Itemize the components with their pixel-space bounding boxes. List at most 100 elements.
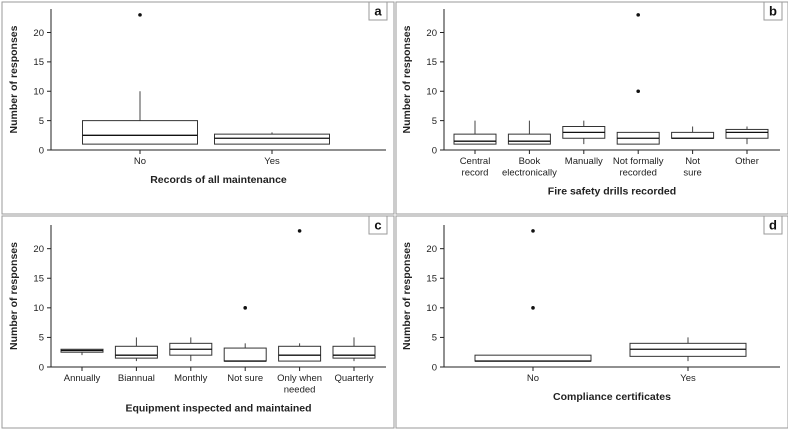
y-tick-label: 20	[33, 28, 44, 39]
box-1: No	[474, 229, 592, 384]
box-iqr	[214, 133, 330, 145]
box-3: Monthly	[169, 337, 213, 384]
box-2: Biannual	[114, 337, 158, 384]
box-2: Yes	[214, 132, 330, 167]
x-tick-label: Other	[735, 156, 759, 167]
box-1: No	[82, 13, 198, 167]
y-tick-label: 15	[426, 274, 437, 285]
x-tick-label: Not	[685, 156, 700, 167]
x-tick-label: No	[527, 373, 539, 384]
x-axis-label: Fire safety drills recorded	[548, 186, 676, 198]
x-tick-label: No	[134, 156, 146, 167]
x-axis-label: Compliance certificates	[553, 391, 671, 403]
y-tick-label: 0	[39, 145, 44, 156]
x-tick-label: Central	[460, 156, 491, 167]
y-tick-label: 20	[33, 244, 44, 255]
x-tick-label: Yes	[680, 373, 696, 384]
panel-letter: a	[374, 4, 382, 19]
outlier-point	[636, 13, 640, 17]
box-6: Other	[725, 126, 769, 167]
outlier-point	[531, 306, 535, 310]
box-iqr	[332, 345, 376, 359]
box-2: Yes	[629, 337, 747, 384]
x-tick-label: recorded	[619, 168, 657, 179]
y-tick-label: 15	[33, 274, 44, 285]
y-axis-label: Number of responses	[8, 242, 20, 350]
y-tick-label: 5	[432, 116, 437, 127]
y-axis-label: Number of responses	[401, 25, 413, 133]
x-tick-label: Only when	[277, 373, 322, 384]
y-tick-label: 10	[33, 87, 44, 98]
panel-c: c 0 5 10 15 20 Number of responses Annually Bian…	[1, 215, 395, 429]
y-tick-label: 0	[432, 145, 437, 156]
outlier-point	[636, 89, 640, 94]
box-iqr	[223, 347, 267, 362]
x-tick-label: Quarterly	[334, 373, 373, 384]
y-axis-label: Number of responses	[8, 25, 20, 133]
outlier-point	[138, 13, 142, 17]
box-iqr	[507, 133, 551, 145]
box-iqr	[474, 354, 592, 362]
box-iqr	[453, 133, 497, 145]
outlier-point	[243, 306, 247, 310]
x-tick-label: Monthly	[174, 373, 208, 384]
box-4: Not sure	[223, 306, 267, 384]
box-iqr	[278, 345, 322, 362]
y-tick-label: 10	[33, 303, 44, 314]
panel-letter-box	[368, 1, 388, 21]
x-tick-label: record	[462, 168, 489, 179]
panel-frame	[395, 215, 788, 429]
panel-letter: d	[769, 218, 777, 233]
panel-letter-box	[763, 1, 783, 21]
y-tick-label: 20	[426, 244, 437, 255]
x-tick-label: electronically	[502, 168, 557, 179]
box-3: Manually	[562, 120, 606, 167]
box-1: Annually	[60, 348, 104, 384]
outlier-point	[531, 229, 535, 233]
panel-frame	[1, 1, 395, 215]
x-tick-label: needed	[284, 385, 316, 396]
y-tick-label: 5	[432, 333, 437, 344]
panel-letter-box	[763, 215, 783, 235]
x-tick-label: Not formally	[613, 156, 664, 167]
panel-frame	[395, 1, 788, 215]
box-iqr	[671, 131, 715, 139]
y-tick-label: 0	[432, 362, 437, 373]
panel-letter-box	[368, 215, 388, 235]
panel-letter: b	[769, 4, 777, 19]
y-tick-label: 0	[39, 362, 44, 373]
box-iqr	[82, 120, 198, 145]
y-tick-label: 5	[39, 333, 44, 344]
y-tick-label: 15	[33, 57, 44, 68]
panel-a: a 0 5 10 15 20 Number of responses No Yes Records…	[1, 1, 395, 215]
x-tick-label: Book	[519, 156, 541, 167]
x-tick-label: Annually	[64, 373, 101, 384]
box-6: Quarterly	[332, 337, 376, 384]
y-tick-label: 10	[426, 303, 437, 314]
x-tick-label: Biannual	[118, 373, 155, 384]
y-tick-label: 15	[426, 57, 437, 68]
outlier-point	[297, 229, 302, 233]
box-iqr	[114, 345, 158, 359]
x-tick-label: sure	[683, 168, 701, 179]
y-tick-label: 20	[426, 28, 437, 39]
panel-d: d 0 5 10 15 20 Number of responses No Yes Complia…	[395, 215, 788, 429]
x-axis-label: Records of all maintenance	[150, 174, 287, 186]
x-tick-label: Manually	[565, 156, 603, 167]
y-tick-label: 5	[39, 116, 44, 127]
panel-frame	[1, 215, 395, 429]
y-tick-label: 10	[426, 87, 437, 98]
y-axis-label: Number of responses	[401, 242, 413, 350]
x-tick-label: Yes	[264, 156, 280, 167]
box-iqr	[725, 128, 769, 139]
x-tick-label: Not sure	[227, 373, 263, 384]
x-axis-label: Equipment inspected and maintained	[125, 403, 311, 415]
panel-letter: c	[374, 218, 381, 233]
